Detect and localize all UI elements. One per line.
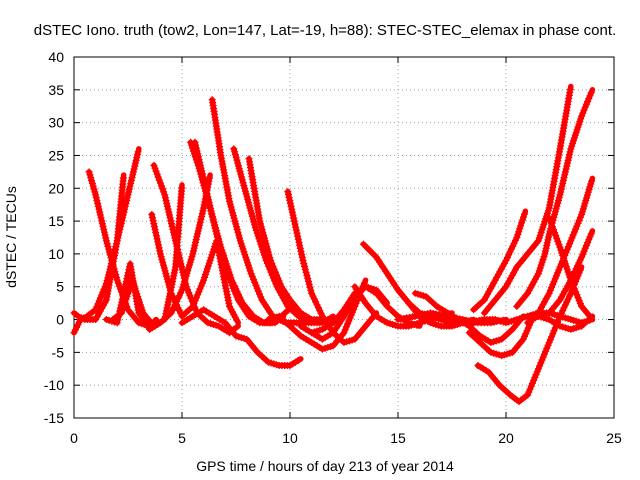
series-arc-07	[148, 211, 241, 326]
series-line	[192, 139, 295, 326]
series-markers	[245, 155, 324, 323]
chart-title: dSTEC Iono. truth (tow2, Lon=147, Lat=-1…	[34, 22, 616, 39]
series-markers	[534, 230, 595, 320]
x-tick-label: 5	[178, 430, 186, 446]
y-tick-label: 15	[48, 213, 64, 229]
x-axis-label: GPS time / hours of day 213 of year 2014	[196, 458, 454, 474]
series-arc-12	[245, 155, 326, 323]
series-markers	[178, 306, 302, 369]
series-arc-24	[474, 264, 585, 406]
y-tick-label: 25	[48, 147, 64, 163]
y-tick-label: -5	[52, 344, 65, 360]
series-markers	[474, 266, 584, 406]
series-markers	[480, 86, 574, 317]
gridlines	[74, 57, 614, 418]
series-arc-11	[230, 145, 336, 327]
y-tick-label: -10	[44, 377, 64, 393]
series-arc-26	[480, 83, 574, 317]
y-tick-label: 10	[48, 246, 64, 262]
series-arc-13	[178, 306, 304, 369]
series-markers	[191, 138, 294, 327]
series-arc-05	[102, 172, 213, 333]
plot-frame	[73, 56, 615, 419]
x-tick-label: 20	[498, 430, 514, 446]
series-arc-28	[470, 208, 529, 314]
axis-ticks: 0 5 10 15 20 25 -15 -10 -5 0 5 10 15 20 25 30 35 40	[44, 49, 622, 446]
series-markers	[230, 145, 334, 327]
y-axis-label: dSTEC / TECUs	[3, 186, 19, 288]
series-markers	[513, 89, 595, 310]
series-arc-27	[513, 87, 596, 310]
x-tick-label: 0	[70, 430, 78, 446]
data-series	[70, 83, 596, 406]
y-tick-label: 20	[48, 180, 64, 196]
series-arc-31	[534, 228, 596, 320]
y-tick-label: 0	[56, 312, 64, 328]
x-tick-label: 15	[390, 430, 406, 446]
series-markers	[148, 211, 241, 324]
x-tick-label: 10	[282, 430, 298, 446]
y-tick-label: 40	[48, 49, 64, 65]
y-tick-label: -15	[44, 410, 64, 426]
series-markers	[264, 279, 368, 353]
series-markers	[545, 214, 595, 321]
y-tick-label: 35	[48, 82, 64, 98]
series-markers	[85, 168, 158, 330]
series-markers	[470, 210, 528, 314]
x-tick-label: 25	[606, 430, 622, 446]
series-arc-15	[264, 277, 369, 353]
y-tick-label: 30	[48, 115, 64, 131]
y-tick-label: 5	[56, 279, 64, 295]
